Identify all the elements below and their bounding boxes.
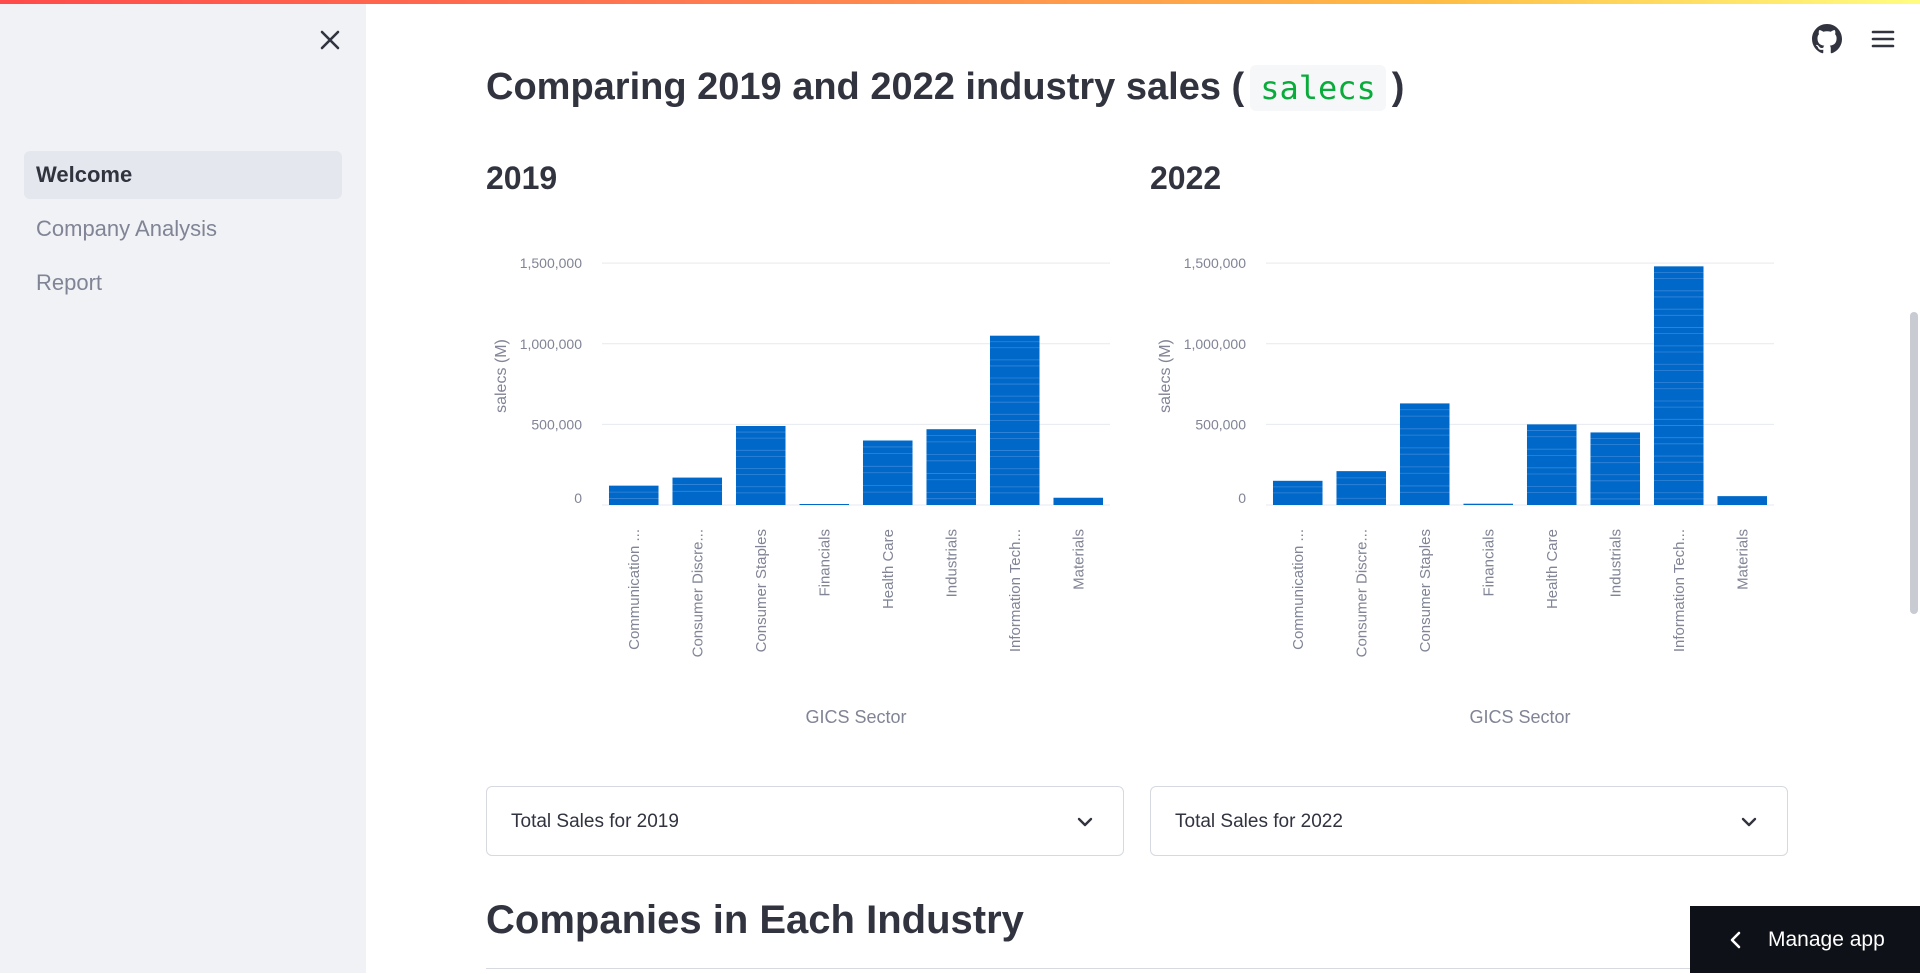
bar[interactable] [608, 485, 659, 505]
x-tick-label: Health Care [1544, 529, 1561, 609]
y-tick-label: 0 [574, 490, 582, 506]
bar[interactable] [1653, 266, 1704, 505]
bar[interactable] [989, 335, 1040, 505]
bar-rect[interactable] [1053, 497, 1104, 505]
chart-title-2022: 2022 [1150, 160, 1222, 196]
bar[interactable] [862, 440, 913, 506]
bar[interactable] [926, 429, 977, 505]
x-tick-label: Information Tech... [1671, 529, 1688, 652]
x-tick-label: Consumer Staples [1417, 529, 1434, 652]
x-tick-label: Information Tech... [1007, 529, 1024, 652]
x-tick-label: Materials [1734, 529, 1751, 590]
x-tick-label: Consumer Discre... [689, 529, 706, 657]
chart-svg: 0 500,000 1,000,000 1,500,000 salecs (M) Comm… [1157, 255, 1774, 727]
sidebar-item-report[interactable]: Report [36, 270, 103, 295]
x-tick-label: Materials [1070, 529, 1087, 590]
y-axis-label: salecs (M) [1157, 339, 1174, 413]
chart-title-2019: 2019 [486, 160, 558, 196]
y-tick-label: 1,500,000 [520, 255, 582, 271]
x-tick-label: Financials [1480, 529, 1497, 597]
chevron-down-icon [1075, 812, 1095, 832]
section-title: Companies in Each Industry [486, 898, 1024, 942]
y-tick-label: 1,500,000 [1184, 255, 1246, 271]
x-axis-label: GICS Sector [805, 707, 906, 727]
page-title-text: Comparing 2019 and 2022 industry sales ( [486, 66, 1245, 108]
x-tick-label: Financials [816, 529, 833, 597]
bar-rect[interactable] [1526, 424, 1577, 505]
sidebar-nav: Welcome Company Analysis Report [24, 151, 342, 313]
y-tick-label: 1,000,000 [520, 336, 582, 352]
bar[interactable] [735, 425, 786, 505]
x-tick-label: Industrials [943, 529, 960, 597]
main-content: Comparing 2019 and 2022 industry sales (… [366, 0, 1920, 973]
y-tick-label: 0 [1238, 490, 1246, 506]
bar[interactable] [799, 504, 850, 505]
page-title: Comparing 2019 and 2022 industry sales (… [486, 65, 1405, 111]
bar-rect[interactable] [608, 485, 659, 505]
title-code-snippet: salecs [1250, 65, 1386, 111]
hamburger-menu-icon[interactable] [1868, 24, 1898, 54]
manage-app-label: Manage app [1768, 928, 1885, 951]
github-icon[interactable] [1812, 24, 1842, 54]
x-tick-label: Consumer Discre... [1353, 529, 1370, 657]
app-top-decoration [0, 0, 1920, 4]
bar-rect[interactable] [735, 425, 786, 505]
expander-total-sales-2022[interactable]: Total Sales for 2022 [1150, 786, 1788, 856]
bar[interactable] [1053, 497, 1104, 505]
x-tick-label: Communication ... [626, 529, 643, 650]
x-tick-label: Industrials [1607, 529, 1624, 597]
x-tick-label: Health Care [880, 529, 897, 609]
sidebar-item-welcome[interactable]: Welcome [24, 151, 342, 199]
bar-rect[interactable] [799, 504, 850, 505]
expander-label: Total Sales for 2022 [1175, 811, 1343, 832]
bar-rect[interactable] [1590, 432, 1641, 505]
chevron-down-icon [1739, 812, 1759, 832]
bar[interactable] [1717, 496, 1768, 505]
y-axis-label: salecs (M) [493, 339, 510, 413]
x-tick-label: Communication ... [1290, 529, 1307, 650]
bar[interactable] [672, 477, 723, 505]
bar-rect[interactable] [1463, 503, 1514, 505]
sidebar-item-company-analysis[interactable]: Company Analysis [36, 216, 217, 241]
bar[interactable] [1399, 403, 1450, 505]
bar[interactable] [1526, 424, 1577, 505]
expander-total-sales-2019[interactable]: Total Sales for 2019 [486, 786, 1124, 856]
bar[interactable] [1463, 503, 1514, 505]
bar[interactable] [1336, 471, 1387, 505]
chevron-left-icon [1726, 930, 1746, 950]
close-icon[interactable] [316, 26, 344, 54]
sales-chart-2022: 0 500,000 1,000,000 1,500,000 salecs (M) Comm… [1142, 225, 1782, 727]
y-tick-label: 500,000 [1195, 416, 1246, 432]
sidebar: Welcome Company Analysis Report [0, 0, 366, 973]
scrollbar-thumb[interactable] [1910, 312, 1918, 614]
x-tick-label: Consumer Staples [753, 529, 770, 652]
expander-label: Total Sales for 2019 [511, 811, 679, 832]
page-title-suffix: ) [1391, 66, 1405, 108]
bar-rect[interactable] [926, 429, 977, 505]
chart-svg: 0 500,000 1,000,000 1,500,000 salecs (M) Comm… [493, 255, 1110, 727]
bar-rect[interactable] [1653, 266, 1704, 505]
bar[interactable] [1272, 480, 1323, 505]
x-axis-label: GICS Sector [1469, 707, 1570, 727]
sales-chart-2019: 0 500,000 1,000,000 1,500,000 salecs (M) Comm… [478, 225, 1118, 727]
manage-app-button[interactable]: Manage app [1690, 906, 1920, 973]
bar-rect[interactable] [1717, 496, 1768, 505]
y-tick-label: 1,000,000 [1184, 336, 1246, 352]
y-tick-label: 500,000 [531, 416, 582, 432]
table-top-edge [486, 968, 1792, 974]
bar[interactable] [1590, 432, 1641, 505]
bar-rect[interactable] [1336, 471, 1387, 505]
